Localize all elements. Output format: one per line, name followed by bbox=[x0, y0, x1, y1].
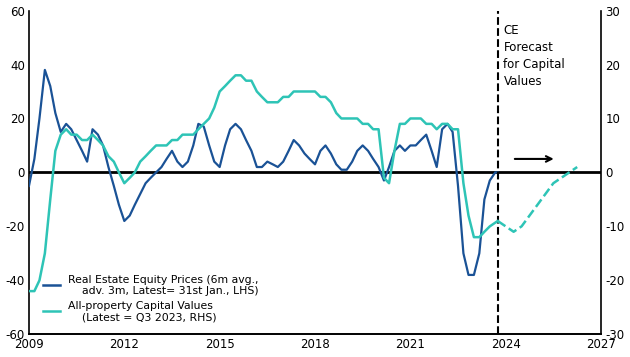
Text: CE
Forecast
for Capital
Values: CE Forecast for Capital Values bbox=[503, 24, 565, 88]
Legend: Real Estate Equity Prices (6m avg.,
    adv. 3m, Latest= 31st Jan., LHS), All-pr: Real Estate Equity Prices (6m avg., adv.… bbox=[40, 272, 262, 326]
